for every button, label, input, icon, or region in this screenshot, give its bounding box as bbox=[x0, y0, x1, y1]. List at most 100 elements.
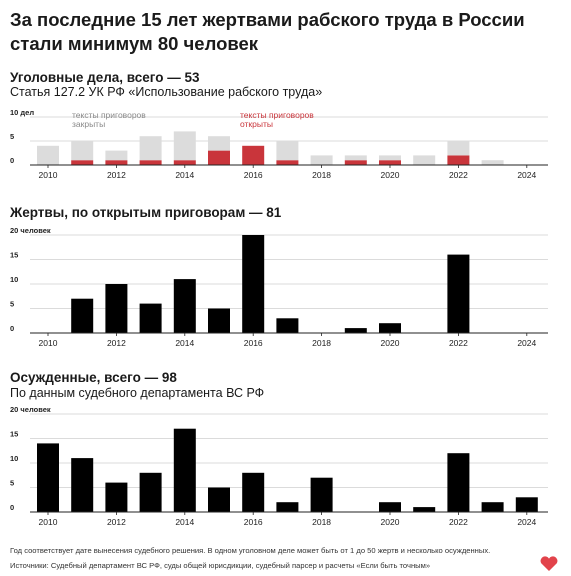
bar-closed bbox=[344, 155, 367, 161]
x-tick-label: 2014 bbox=[175, 170, 194, 180]
x-tick-label: 2014 bbox=[175, 338, 194, 348]
x-tick-label: 2018 bbox=[312, 517, 331, 527]
bar bbox=[276, 318, 299, 333]
bar-closed bbox=[310, 155, 333, 165]
bar bbox=[208, 487, 230, 512]
cases-section-subtitle: Статья 127.2 УК РФ «Использование рабско… bbox=[10, 85, 323, 99]
bar bbox=[379, 502, 401, 512]
bar-open bbox=[276, 160, 299, 165]
bar-open bbox=[139, 160, 162, 165]
annotation-open: открыты bbox=[240, 119, 273, 129]
bar bbox=[71, 298, 94, 333]
y-tick-label: 5 bbox=[10, 300, 14, 309]
bar bbox=[173, 279, 196, 333]
bar bbox=[139, 303, 162, 333]
bar bbox=[481, 502, 504, 512]
y-tick-label: 10 дел bbox=[10, 108, 34, 117]
x-tick-label: 2012 bbox=[107, 517, 126, 527]
y-tick-label: 0 bbox=[10, 156, 14, 165]
bar-open bbox=[173, 160, 196, 165]
x-tick-label: 2020 bbox=[381, 517, 400, 527]
x-tick-label: 2018 bbox=[312, 170, 331, 180]
bar bbox=[379, 323, 401, 333]
y-tick-label: 20 человек bbox=[10, 226, 51, 235]
victims-section-title: Жертвы, по открытым приговорам — 81 bbox=[10, 205, 282, 220]
x-tick-label: 2010 bbox=[39, 338, 58, 348]
bar bbox=[447, 254, 470, 333]
cases-section-title: Уголовные дела, всего — 53 bbox=[10, 70, 200, 85]
x-tick-label: 2016 bbox=[244, 517, 263, 527]
bar bbox=[105, 482, 128, 512]
bar bbox=[242, 235, 265, 333]
bar-closed bbox=[173, 131, 196, 161]
bar-closed bbox=[481, 160, 504, 165]
x-tick-label: 2022 bbox=[449, 338, 468, 348]
bar-open bbox=[379, 160, 401, 165]
x-tick-label: 2024 bbox=[517, 517, 536, 527]
bar bbox=[139, 472, 162, 512]
y-tick-label: 5 bbox=[10, 132, 14, 141]
x-tick-label: 2018 bbox=[312, 338, 331, 348]
y-tick-label: 0 bbox=[10, 324, 14, 333]
bar bbox=[242, 472, 265, 512]
bar bbox=[344, 328, 367, 333]
bar-closed bbox=[71, 141, 94, 161]
bar-closed bbox=[37, 145, 59, 165]
page-title: За последние 15 лет жертвами рабского тр… bbox=[10, 9, 525, 54]
y-tick-label: 20 человек bbox=[10, 405, 51, 414]
x-tick-label: 2022 bbox=[449, 517, 468, 527]
convicted-section-title: Осужденные, всего — 98 bbox=[10, 370, 177, 385]
x-tick-label: 2020 bbox=[381, 170, 400, 180]
victims-chart: 0 5 10 15 20 человек 2010 2012 2014 2016 2018 2020… bbox=[10, 226, 548, 348]
bar-open bbox=[344, 160, 367, 165]
y-tick-label: 10 bbox=[10, 454, 18, 463]
annotation-closed: тексты приговоров bbox=[72, 110, 146, 120]
x-tick-label: 2016 bbox=[244, 338, 263, 348]
annotation-closed: закрыты bbox=[72, 119, 105, 129]
bar bbox=[276, 502, 299, 512]
y-tick-label: 15 bbox=[10, 251, 18, 260]
bar bbox=[515, 497, 538, 512]
bar-open bbox=[105, 160, 128, 165]
cases-chart: 0 5 10 дел 2010 2012 2014 2016 2018 2020 2022 2024… bbox=[10, 108, 548, 180]
bar bbox=[310, 477, 333, 512]
bar bbox=[208, 308, 230, 333]
footnote: Год соответствует дате вынесения судебно… bbox=[10, 546, 491, 555]
bar bbox=[105, 284, 128, 333]
x-tick-label: 2014 bbox=[175, 517, 194, 527]
x-tick-label: 2016 bbox=[244, 170, 263, 180]
bar-open bbox=[447, 155, 470, 165]
bar-closed bbox=[105, 150, 128, 161]
bar bbox=[37, 443, 59, 512]
convicted-section-subtitle: По данным судебного департамента ВС РФ bbox=[10, 386, 265, 400]
bar-open bbox=[71, 160, 94, 165]
bar-closed bbox=[413, 155, 436, 165]
x-tick-label: 2024 bbox=[517, 170, 536, 180]
y-tick-label: 15 bbox=[10, 430, 18, 439]
annotation-open: тексты приговоров bbox=[240, 110, 314, 120]
x-tick-label: 2020 bbox=[381, 338, 400, 348]
x-tick-label: 2010 bbox=[39, 170, 58, 180]
bar-closed bbox=[447, 141, 470, 156]
y-tick-label: 5 bbox=[10, 479, 14, 488]
y-tick-label: 0 bbox=[10, 503, 14, 512]
bar bbox=[447, 453, 470, 512]
y-tick-label: 10 bbox=[10, 275, 18, 284]
x-tick-label: 2024 bbox=[517, 338, 536, 348]
bar-closed bbox=[276, 141, 299, 161]
x-tick-label: 2010 bbox=[39, 517, 58, 527]
bar-closed bbox=[208, 136, 230, 151]
x-tick-label: 2012 bbox=[107, 338, 126, 348]
bar bbox=[413, 507, 436, 512]
source-note: Источники: Судебный департамент ВС РФ, с… bbox=[10, 561, 431, 570]
bar-open bbox=[208, 150, 230, 165]
heart-logo-icon bbox=[540, 556, 558, 571]
x-tick-label: 2012 bbox=[107, 170, 126, 180]
bar-open bbox=[242, 145, 265, 165]
bar-closed bbox=[139, 136, 162, 161]
bar bbox=[71, 458, 94, 512]
bar-closed bbox=[379, 155, 401, 161]
x-tick-label: 2022 bbox=[449, 170, 468, 180]
convicted-chart: 0 5 10 15 20 человек 2010 2012 2014 2016 2018 2020… bbox=[10, 405, 548, 527]
bar bbox=[173, 428, 196, 512]
